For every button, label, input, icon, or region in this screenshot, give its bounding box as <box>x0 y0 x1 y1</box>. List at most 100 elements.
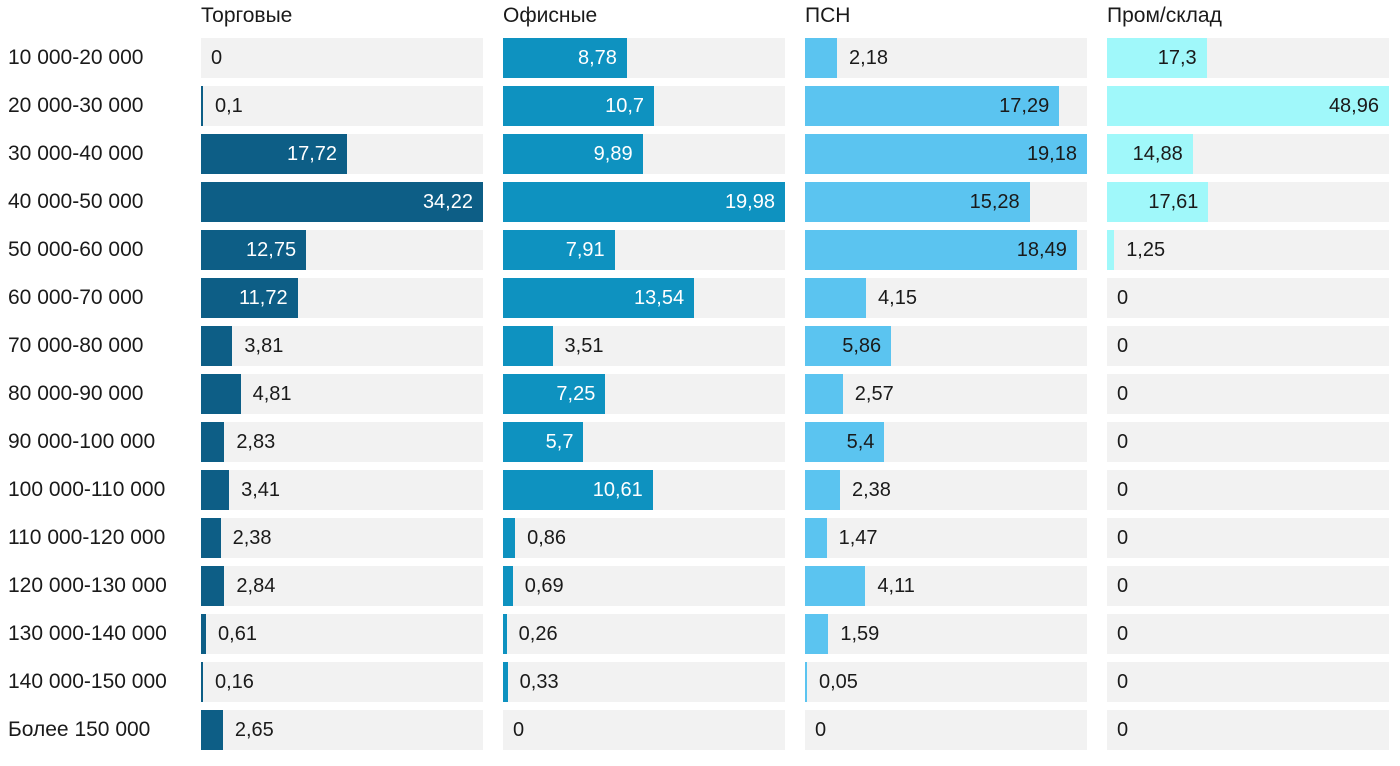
bar-value-label: 10,7 <box>605 95 645 117</box>
bar-value-label: 0,16 <box>215 671 254 693</box>
column-header-prom-sklad: Пром/склад <box>1107 4 1222 27</box>
bar-value-label: 17,72 <box>286 143 338 165</box>
bar-value-label: 2,65 <box>234 719 274 741</box>
bar <box>1107 182 1209 222</box>
bar-track: 19,98 <box>503 182 785 222</box>
bar-value-label: 14,88 <box>1132 143 1183 165</box>
bar-track: 3,81 <box>201 326 483 366</box>
bar-value-label: 5,4 <box>846 431 875 453</box>
bar-track: 0 <box>1107 326 1389 366</box>
bar-track: 48,96 <box>1107 86 1389 126</box>
column-header-torgovye: Торговые <box>201 4 293 27</box>
bar <box>1107 230 1115 270</box>
bar <box>201 422 225 462</box>
bar-track: 11,72 <box>201 278 483 318</box>
bar-value-label: 3,51 <box>564 335 604 357</box>
chart-row: 120 000-130 000 2,84 0,69 4,11 0 <box>0 566 1400 606</box>
bar-track: 0 <box>805 710 1087 750</box>
chart-row: 20 000-30 000 0,1 10,7 17,29 48,96 <box>0 86 1400 126</box>
bar-track: 13,54 <box>503 278 785 318</box>
bar-value-label: 8,78 <box>578 47 617 69</box>
bar-track: 17,3 <box>1107 38 1389 78</box>
bar-value-label: 17,61 <box>1148 191 1199 213</box>
bar-value-label: 2,38 <box>232 527 272 549</box>
bar-track: 1,25 <box>1107 230 1389 270</box>
bar-track: 2,57 <box>805 374 1087 414</box>
bar <box>805 374 843 414</box>
bar <box>503 38 627 78</box>
bar-value-label: 0 <box>1117 335 1129 357</box>
bar-track: 4,11 <box>805 566 1087 606</box>
row-label: 40 000-50 000 <box>8 190 144 213</box>
bar-track: 18,49 <box>805 230 1087 270</box>
bar-track: 4,81 <box>201 374 483 414</box>
bar-value-label: 7,25 <box>556 383 596 405</box>
bar <box>201 134 348 174</box>
bar-track: 0,33 <box>503 662 785 702</box>
bar <box>503 374 606 414</box>
bar <box>201 86 203 126</box>
bar-value-label: 0 <box>1117 671 1129 693</box>
bar-track: 0 <box>1107 470 1389 510</box>
bar-track: 7,25 <box>503 374 785 414</box>
bar-value-label: 0,1 <box>215 95 243 117</box>
bar-value-label: 0 <box>1117 719 1129 741</box>
bar-track: 0 <box>1107 566 1389 606</box>
bar-value-label: 11,72 <box>239 287 288 309</box>
bar <box>201 278 298 318</box>
bar-value-label: 10,61 <box>592 479 643 501</box>
bar <box>805 134 1087 174</box>
chart-row: 50 000-60 000 12,75 7,91 18,49 1,25 <box>0 230 1400 270</box>
bar-value-label: 17,3 <box>1157 47 1197 69</box>
bar-track: 34,22 <box>201 182 483 222</box>
bar <box>201 326 233 366</box>
chart-row: 100 000-110 000 3,41 10,61 2,38 0 <box>0 470 1400 510</box>
bar-track: 5,4 <box>805 422 1087 462</box>
bar-track: 0,05 <box>805 662 1087 702</box>
bar-track: 0 <box>201 38 483 78</box>
bar-value-label: 1,25 <box>1126 239 1166 261</box>
row-label: 100 000-110 000 <box>8 478 166 501</box>
bar-value-label: 1,59 <box>840 623 880 645</box>
bar-value-label: 0 <box>1117 575 1129 597</box>
bar-track: 5,86 <box>805 326 1087 366</box>
bar-value-label: 12,75 <box>246 239 297 261</box>
bar-track: 0,26 <box>503 614 785 654</box>
bar <box>503 134 643 174</box>
chart-row: 110 000-120 000 2,38 0,86 1,47 0 <box>0 518 1400 558</box>
bar <box>201 662 203 702</box>
bar <box>805 278 867 318</box>
row-label: 140 000-150 000 <box>8 670 167 693</box>
bar <box>805 86 1060 126</box>
bar-track: 2,18 <box>805 38 1087 78</box>
row-label: 10 000-20 000 <box>8 46 144 69</box>
bar-track: 2,84 <box>201 566 483 606</box>
row-label: 130 000-140 000 <box>8 622 167 645</box>
bar <box>503 518 516 558</box>
column-header-psn: ПСН <box>805 4 851 27</box>
chart-row: 140 000-150 000 0,16 0,33 0,05 0 <box>0 662 1400 702</box>
bar-value-label: 0 <box>1117 383 1129 405</box>
bar-value-label: 0 <box>1117 527 1129 549</box>
bar-value-label: 19,18 <box>1026 143 1077 165</box>
chart-row: 40 000-50 000 34,22 19,98 15,28 17,61 <box>0 182 1400 222</box>
row-label: 90 000-100 000 <box>8 430 156 453</box>
bar <box>503 278 695 318</box>
bar <box>805 422 885 462</box>
bar-value-label: 1,47 <box>838 527 878 549</box>
bar-value-label: 4,15 <box>878 287 917 309</box>
bar <box>201 230 307 270</box>
column-headers: Торговые Офисные ПСН Пром/склад <box>0 0 1400 30</box>
bar-value-label: 7,91 <box>565 239 605 261</box>
row-label: 30 000-40 000 <box>8 142 144 165</box>
bar-track: 12,75 <box>201 230 483 270</box>
bar <box>805 182 1030 222</box>
bar-value-label: 3,81 <box>244 335 284 357</box>
chart-row: 60 000-70 000 11,72 13,54 4,15 0 <box>0 278 1400 318</box>
bar-value-label: 2,18 <box>849 47 888 69</box>
bar-value-label: 0 <box>1117 287 1129 309</box>
chart-row: 70 000-80 000 3,81 3,51 5,86 0 <box>0 326 1400 366</box>
bar-value-label: 13,54 <box>634 287 685 309</box>
bar-value-label: 34,22 <box>422 191 473 213</box>
